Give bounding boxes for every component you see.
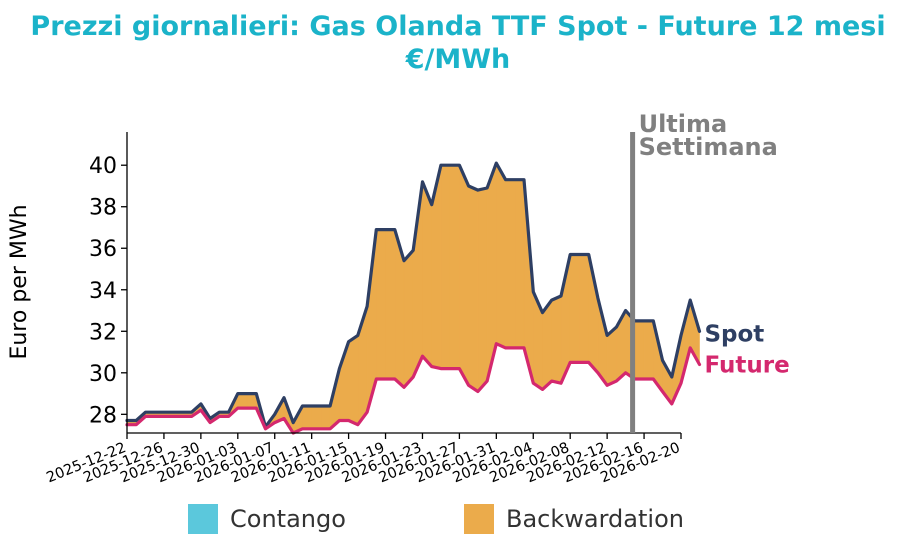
y-tick-label: 30 bbox=[89, 362, 117, 387]
axis-layer: 283032343638402025-12-222025-12-262025-1… bbox=[44, 132, 682, 486]
chart-title-line1: Prezzi giornalieri: Gas Olanda TTF Spot … bbox=[30, 11, 886, 42]
area-segment bbox=[440, 164, 451, 369]
area-segment bbox=[495, 161, 506, 349]
legend-label-backwardation: Backwardation bbox=[506, 505, 684, 533]
y-tick-label: 34 bbox=[89, 279, 117, 304]
y-tick-label: 32 bbox=[89, 320, 117, 345]
area-segment bbox=[320, 405, 331, 430]
line-layer: Spot Future bbox=[125, 161, 790, 435]
chart-title: Prezzi giornalieri: Gas Olanda TTF Spot … bbox=[0, 10, 906, 76]
area-layer bbox=[126, 161, 700, 435]
area-segment bbox=[468, 185, 479, 393]
y-axis-label: Euro per MWh bbox=[7, 204, 32, 359]
y-tick-label: 40 bbox=[89, 154, 117, 179]
area-segment bbox=[375, 229, 386, 380]
legend-swatch-backwardation bbox=[464, 504, 494, 534]
area-segment bbox=[422, 181, 433, 368]
legend-item-contango: Contango bbox=[188, 503, 346, 535]
area-segment bbox=[514, 179, 525, 349]
y-tick-label: 28 bbox=[89, 403, 117, 428]
last-week-label-line2: Settimana bbox=[639, 133, 778, 161]
area-segment bbox=[551, 295, 562, 384]
area-segment bbox=[569, 254, 580, 363]
area-segment bbox=[403, 249, 414, 389]
last-week-label-line1: Ultima bbox=[639, 110, 728, 138]
area-segment bbox=[634, 320, 645, 380]
area-segment bbox=[311, 405, 322, 430]
series-line-future bbox=[125, 342, 702, 435]
area-segment bbox=[302, 405, 313, 430]
area-segment bbox=[348, 334, 359, 426]
area-segment bbox=[459, 165, 469, 386]
series-line-spot bbox=[125, 161, 702, 429]
area-segment bbox=[643, 320, 654, 380]
y-tick-label: 38 bbox=[89, 196, 117, 221]
area-segment bbox=[237, 393, 248, 409]
chart-title-line2: €/MWh bbox=[405, 44, 511, 75]
area-segment bbox=[385, 229, 396, 380]
series-end-label-spot: Spot bbox=[704, 321, 764, 347]
series-end-label-future: Future bbox=[704, 352, 789, 378]
area-segment bbox=[449, 164, 460, 369]
legend-swatch-contango bbox=[188, 504, 218, 534]
area-segment bbox=[505, 179, 516, 349]
area-segment bbox=[542, 299, 553, 391]
area-segment bbox=[579, 254, 590, 363]
legend-item-backwardation: Backwardation bbox=[464, 503, 684, 535]
area-segment bbox=[477, 187, 488, 393]
legend-label-contango: Contango bbox=[230, 505, 346, 533]
area-segment bbox=[246, 393, 257, 409]
y-tick-label: 36 bbox=[89, 237, 117, 262]
